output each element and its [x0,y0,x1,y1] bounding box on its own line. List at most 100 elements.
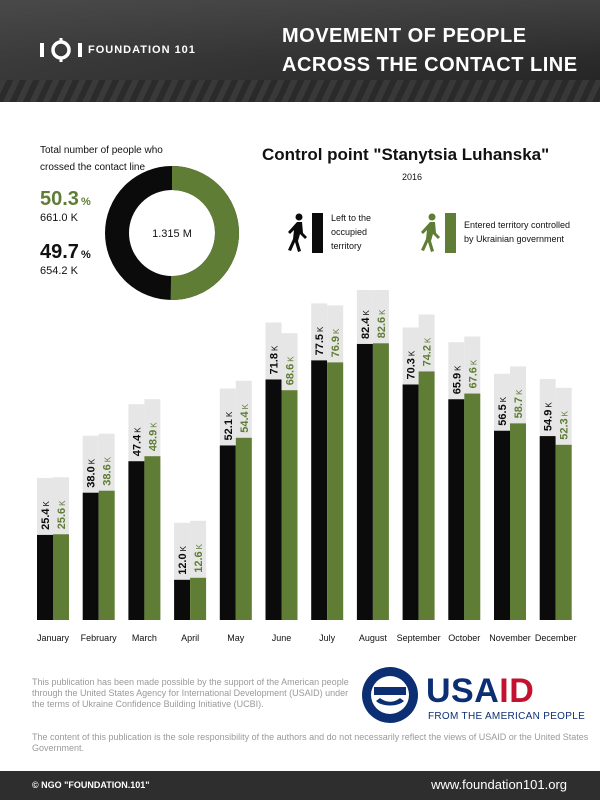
value-label-green-april: 12.6K [193,543,205,572]
total-label: Total number of people who crossed the c… [40,145,163,173]
foundation-logo-icon [40,38,82,62]
value-label-bg-black [311,303,328,361]
footer-copyright: © NGO "FOUNDATION.101" [32,780,150,790]
bar-black-april [174,579,191,620]
month-label-april: April [181,633,200,643]
value-label-bg-green [144,399,161,457]
bar-black-may [219,445,236,620]
value-label-bg-black [219,388,236,446]
legend-left-label: Left to the occupied territory [331,213,372,251]
bar-green-march [144,456,161,620]
month-label-january: January [36,633,70,643]
month-axis: January February March April May June July Augu… [0,633,600,647]
bar-black-august [356,343,373,620]
bar-black-june [265,379,282,620]
donut-green-arc [105,166,239,300]
value-label-bg-green [327,305,344,363]
control-point-year: 2016 [402,172,423,182]
value-label-bg-black [494,373,510,431]
bar-green-january [53,534,69,620]
walking-person-black-icon [288,213,323,253]
value-label-green-march: 48.9K [147,422,159,451]
value-label-green-november: 58.7K [513,389,525,418]
value-label-bg-black [128,404,145,462]
value-label-black-may: 52.1K [223,411,235,440]
value-label-bg-black [539,379,556,437]
month-label-november: November [489,633,531,643]
month-label-september: September [396,633,441,643]
month-label-february: February [80,633,117,643]
value-label-black-november: 56.5K [497,396,509,425]
value-label-bg-black [174,522,191,580]
walking-person-green-icon [421,213,456,253]
total-donut: 1.315 M [105,166,239,300]
value-label-green-may: 54.4K [239,403,251,432]
legend-entered: Entered territory controlled by Ukrainia… [418,211,574,253]
value-label-green-july: 76.9K [330,328,342,357]
monthly-bar-chart: 25.4K 25.6K 38.0K 38.6K 47.4K 48.9K 12.0K 12.6K… [37,290,572,620]
footnote-support: This publication has been made possible … [32,677,349,709]
value-label-black-june: 71.8K [269,345,281,374]
value-label-black-september: 70.3K [406,350,418,379]
bar-green-may [235,437,252,620]
month-label-july: July [319,633,336,643]
bar-green-february [98,490,115,620]
value-label-bg-green [235,380,252,438]
value-label-bg-green [190,520,207,578]
black-count: 654.2 K [40,265,78,277]
month-label-december: December [534,633,577,643]
bar-black-october [448,399,465,620]
value-label-bg-green [464,336,481,394]
value-label-bg-black [82,435,99,493]
value-label-black-july: 77.5K [314,326,326,355]
bar-black-february [82,492,99,620]
value-label-black-april: 12.0K [177,545,189,574]
bar-green-july [327,362,344,620]
bar-green-june [281,390,298,620]
bar-green-september [418,371,435,620]
bar-black-july [311,360,328,620]
value-label-bg-green [555,387,572,445]
value-label-bg-green [53,477,69,535]
value-label-bg-black [356,290,373,344]
control-point-title: Control point "Stanytsia Luhanska" [262,145,550,164]
value-label-green-december: 52.3K [559,410,571,439]
usaid-seal-icon [362,667,418,723]
page-title: MOVEMENT OF PEOPLE ACROSS THE CONTACT LI… [282,22,582,80]
value-label-black-october: 65.9K [451,365,463,394]
bar-green-october [464,393,481,620]
value-label-bg-green [372,290,389,344]
value-label-black-december: 54.9K [543,402,555,431]
value-label-green-june: 68.6K [285,356,297,385]
legend-entered-label: Entered territory controlled by Ukrainia… [464,220,571,244]
month-label-october: October [448,633,481,643]
value-label-green-september: 74.2K [422,337,434,366]
value-label-bg-green [281,333,298,391]
month-label-may: May [227,633,245,643]
footer-website[interactable]: www.foundation101.org [431,777,567,792]
green-percent: 50.3% [40,188,91,210]
green-count: 661.0 K [40,212,78,224]
value-label-black-january: 25.4K [40,500,52,529]
footer-bar: © NGO "FOUNDATION.101" www.foundation101… [0,771,600,800]
bar-black-march [128,461,145,620]
bar-black-january [37,534,53,620]
month-label-march: March [131,633,157,643]
value-label-bg-green [510,366,526,424]
title-line-1: MOVEMENT OF PEOPLE [282,25,527,47]
value-label-black-august: 82.4K [360,310,372,339]
value-label-green-february: 38.6K [102,456,114,485]
value-label-black-february: 38.0K [86,458,98,487]
bar-black-september [402,384,419,620]
value-label-green-august: 82.6K [376,309,388,338]
bar-black-november [494,430,510,620]
usaid-tagline: FROM THE AMERICAN PEOPLE [428,711,586,722]
donut-total: 1.315 M [152,228,192,240]
value-label-bg-green [418,314,435,372]
title-line-2: ACROSS THE CONTACT LINE [282,54,578,76]
month-label-june: June [271,633,292,643]
legend-left: Left to the occupied territory [285,211,395,253]
black-percent: 49.7% [40,241,91,263]
value-label-bg-green [98,433,115,491]
usaid-wordmark: USAID [426,672,535,710]
